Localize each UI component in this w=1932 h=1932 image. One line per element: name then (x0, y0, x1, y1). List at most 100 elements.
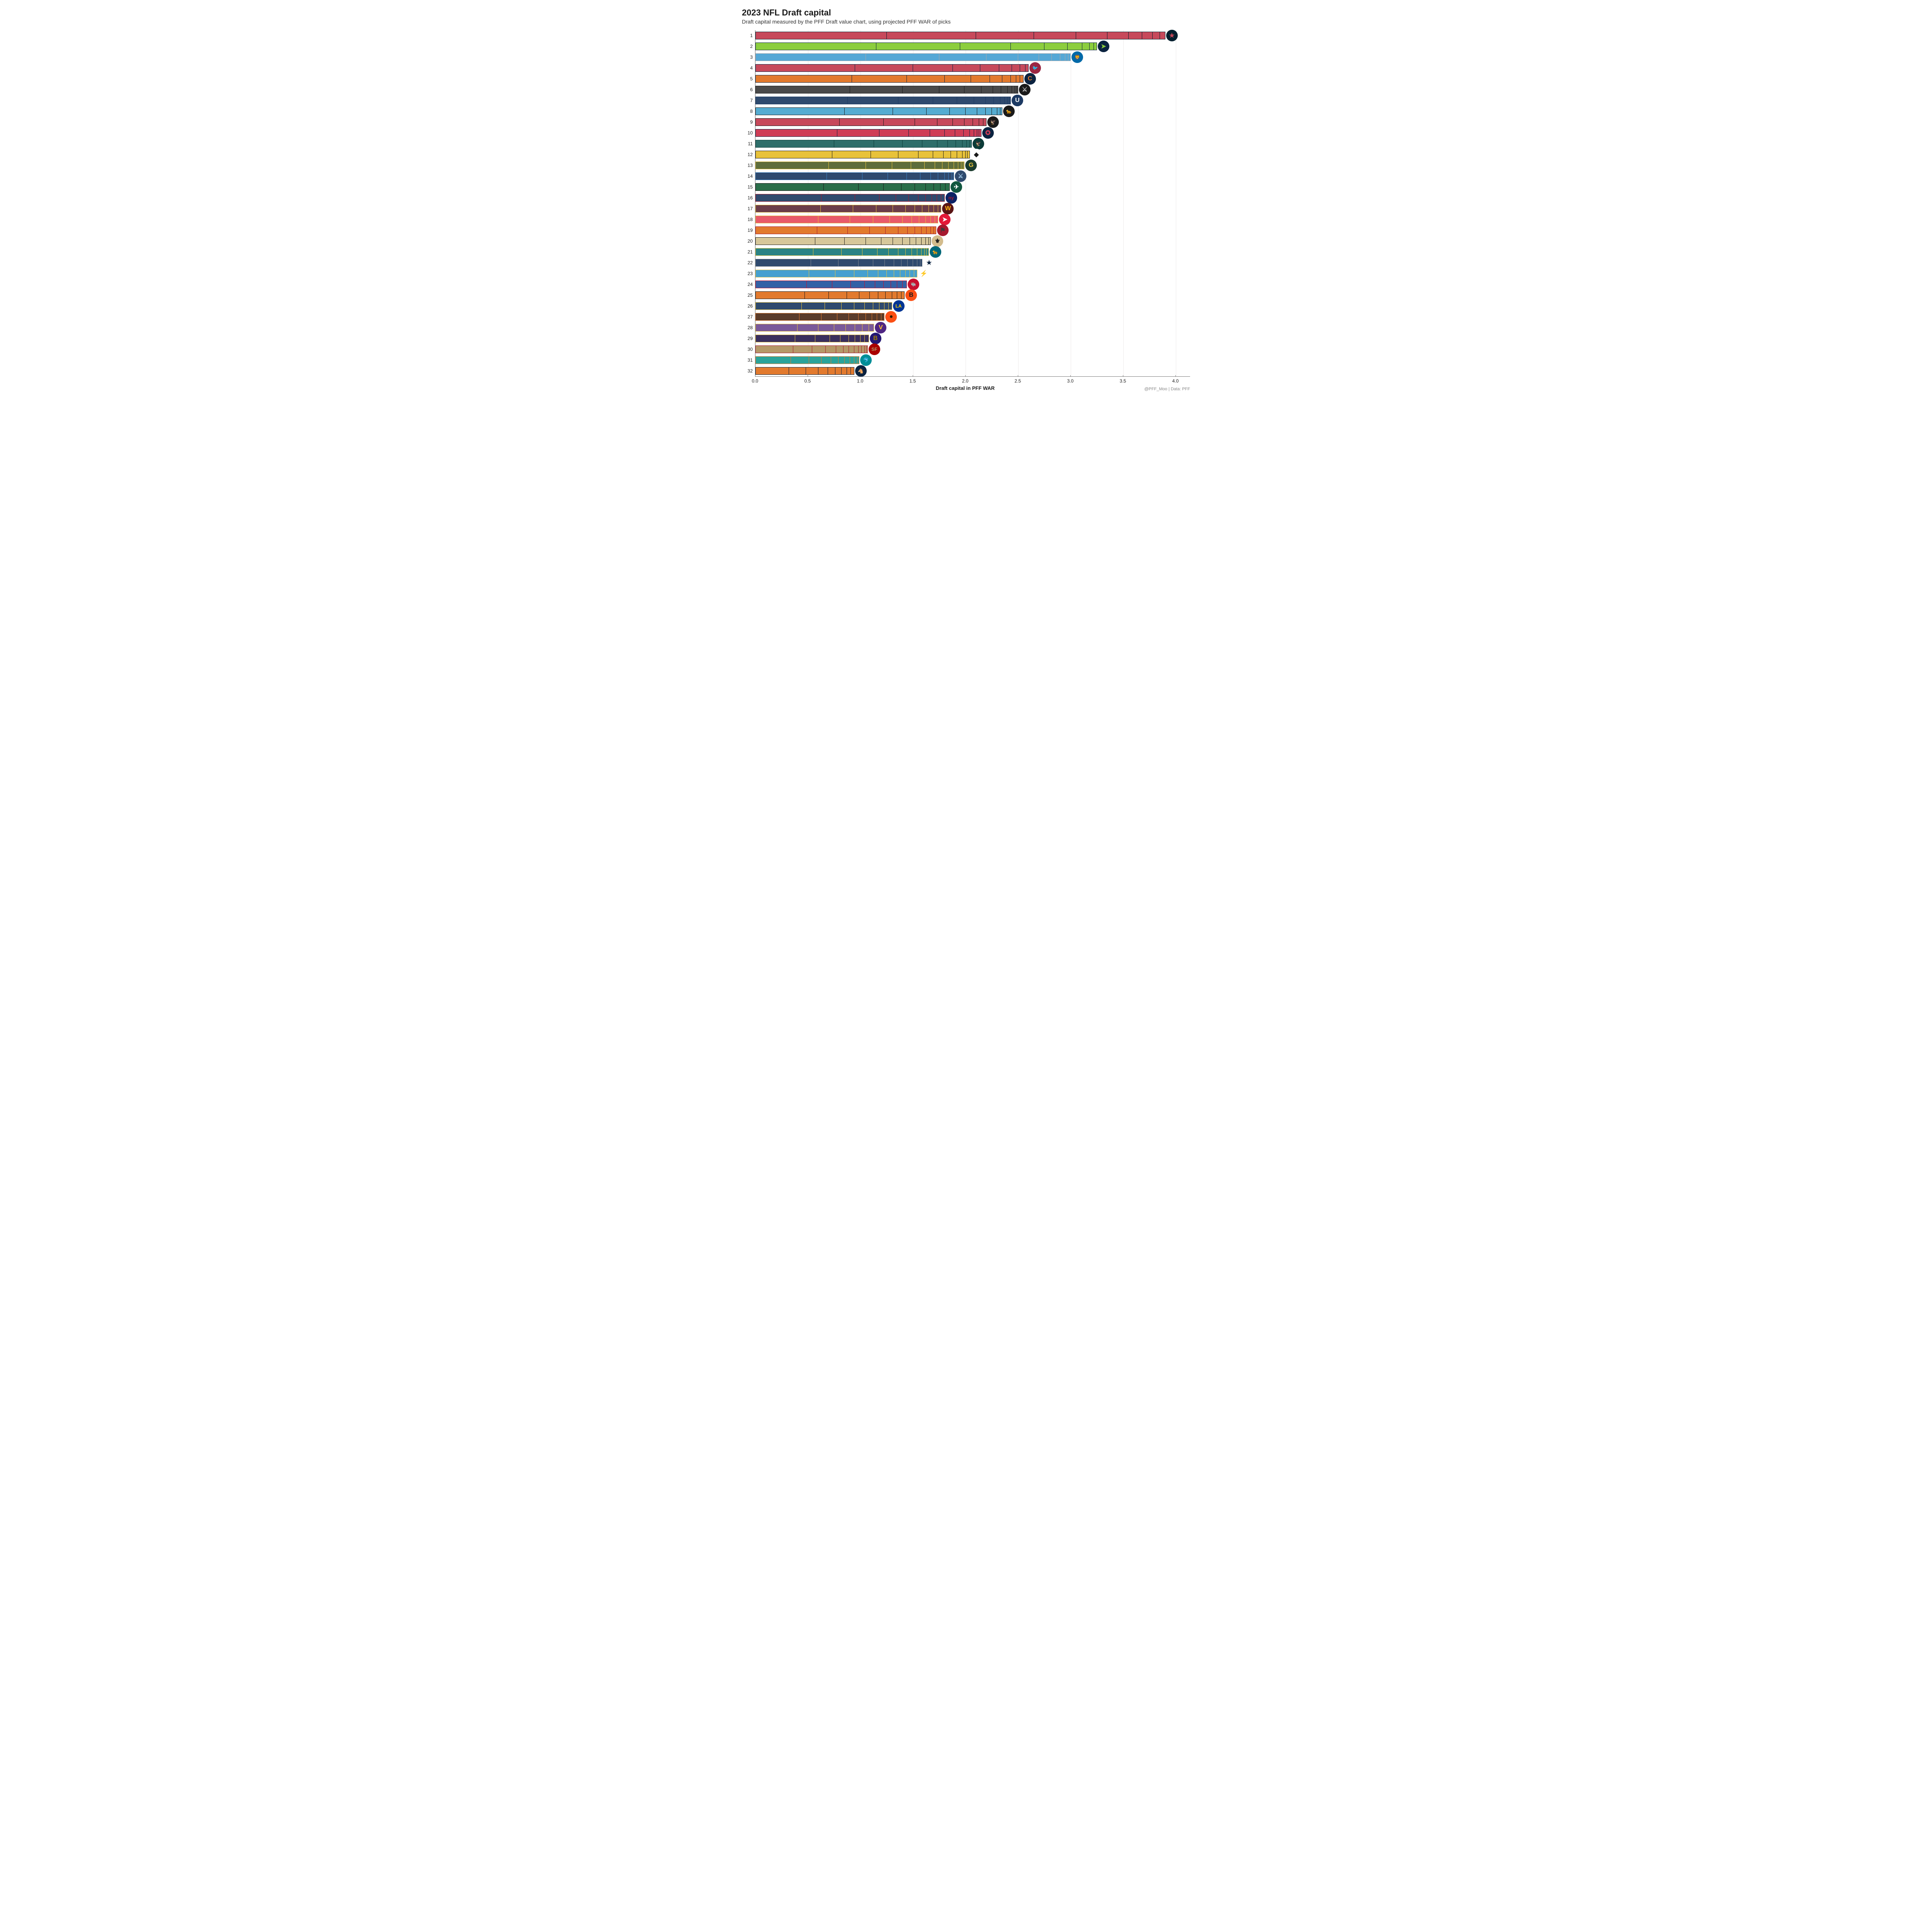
bar-segment (935, 216, 938, 223)
bar-segment (893, 237, 902, 245)
bar-segment (874, 140, 902, 148)
bar-segment (901, 259, 908, 267)
bar-segment (999, 64, 1012, 72)
y-tick: 27 (742, 311, 753, 322)
bar-segment (854, 356, 857, 364)
bar-segment (866, 313, 872, 321)
bar-row: 🐃 (755, 279, 1190, 290)
bar-segment (861, 335, 865, 342)
team-logo-ari: 🐦 (1029, 62, 1041, 74)
y-tick: 17 (742, 203, 753, 214)
bar-segment (889, 302, 892, 310)
x-tick-label: 2.5 (1015, 378, 1021, 384)
bar-segment (906, 205, 915, 213)
bar-row: 🦅 (755, 138, 1190, 149)
chart-title: 2023 NFL Draft capital (742, 8, 1190, 18)
bar-segment (945, 172, 949, 180)
bar-segment (949, 172, 952, 180)
bar-segment (755, 313, 799, 321)
bar-stack (755, 118, 986, 126)
bar-segment (909, 194, 918, 202)
bar-segment (849, 345, 854, 353)
bar-segment (840, 118, 884, 126)
bar-segment (968, 151, 969, 158)
bar-segment (925, 162, 935, 169)
bar-segment (887, 270, 894, 277)
bar-segment (886, 291, 892, 299)
bar-segment (829, 162, 866, 169)
bar-segment (826, 345, 836, 353)
bar-segment (970, 140, 972, 148)
team-logo-lar: LA (893, 300, 905, 312)
team-logo-nyg: ny (946, 192, 957, 204)
bar-segment (791, 356, 809, 364)
y-tick: 3 (742, 52, 753, 63)
bar-segment (879, 129, 909, 137)
bar-row: 🦅 (755, 117, 1190, 128)
bar-stack (755, 183, 950, 191)
bar-segment (914, 270, 917, 277)
bar-segment (755, 107, 845, 115)
bar-segment (878, 248, 889, 256)
bar-segment (919, 216, 925, 223)
bar-segment (927, 107, 950, 115)
bar-segment (855, 335, 861, 342)
bar-segment (755, 194, 821, 202)
bar-segment (917, 259, 920, 267)
bar-segment (1000, 97, 1005, 104)
bar-segment (755, 86, 850, 94)
team-logo-jax: 🐆 (930, 246, 941, 258)
bar-segment (1026, 64, 1029, 72)
bar-segment (1016, 75, 1020, 83)
y-tick: 14 (742, 171, 753, 182)
bar-segment (853, 205, 876, 213)
bar-segment (878, 291, 886, 299)
team-logo-dal: ★ (923, 257, 935, 269)
bar-segment (939, 53, 986, 61)
bar-segment (755, 151, 832, 158)
y-tick: 24 (742, 279, 753, 290)
bar-stack (755, 32, 1165, 39)
bar-segment (917, 248, 922, 256)
y-tick: 13 (742, 160, 753, 171)
bar-stack (755, 291, 905, 299)
bar-segment (976, 32, 1034, 39)
bar-segment (926, 216, 931, 223)
bar-segment (845, 237, 866, 245)
bar-segment (1018, 53, 1039, 61)
bar-segment (940, 183, 946, 191)
bar-segment (755, 129, 837, 137)
bar-segment (835, 270, 854, 277)
bar-stack (755, 324, 874, 332)
bar-segment (845, 107, 893, 115)
bar-segment (1107, 32, 1128, 39)
y-tick: 4 (742, 63, 753, 73)
team-logo-ind: U (1012, 95, 1023, 106)
y-tick: 22 (742, 257, 753, 268)
bar-segment (859, 291, 870, 299)
bar-segment (889, 248, 898, 256)
bar-row: 🐴 (755, 366, 1190, 376)
bar-segment (867, 345, 868, 353)
bar-segment (927, 248, 929, 256)
bar-segment (755, 335, 795, 342)
y-tick: 25 (742, 290, 753, 301)
team-logo-phi: 🦅 (973, 138, 984, 150)
bar-segment (811, 259, 838, 267)
bar-row: 🐆 (755, 106, 1190, 117)
y-tick: 18 (742, 214, 753, 225)
bar-segment (908, 226, 915, 234)
bar-segment (879, 194, 896, 202)
bar-segment (950, 107, 966, 115)
bar-stack (755, 270, 917, 277)
bar-segment (818, 216, 850, 223)
bar-segment (929, 237, 931, 245)
bar-segment (755, 172, 827, 180)
bar-segment (1094, 43, 1097, 50)
bar-segment (806, 367, 819, 375)
bar-segment (916, 237, 922, 245)
bar-segment (992, 107, 997, 115)
bar-segment (818, 367, 828, 375)
team-logo-atl: 🦅 (987, 116, 999, 128)
bar-row: B (755, 333, 1190, 344)
